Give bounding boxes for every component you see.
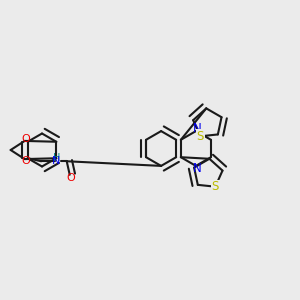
Text: N: N: [193, 162, 202, 175]
Text: N: N: [52, 156, 60, 166]
Text: S: S: [212, 180, 219, 193]
Text: S: S: [196, 130, 204, 143]
Text: O: O: [22, 134, 31, 144]
Text: N: N: [193, 122, 202, 135]
Text: O: O: [22, 156, 31, 166]
Text: O: O: [67, 173, 76, 183]
Text: H: H: [53, 153, 61, 163]
